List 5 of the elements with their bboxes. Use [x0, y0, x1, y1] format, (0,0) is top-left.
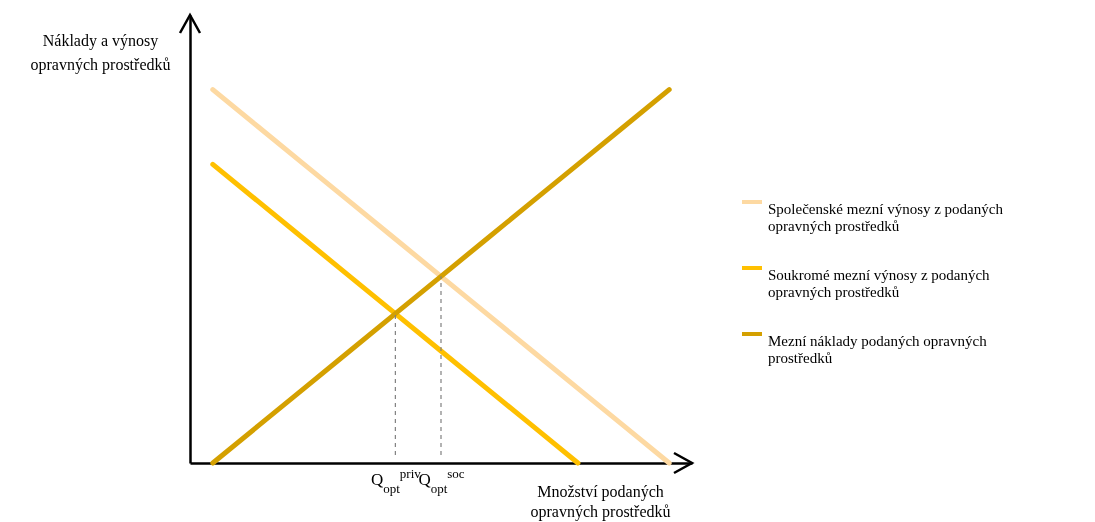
legend-label: Soukromé mezní výnosy z podaných opravných prostředků [768, 267, 991, 300]
legend-label: Mezní náklady podaných opravných prostředků [768, 333, 988, 366]
x-axis-title: Množství podaných opravných prostředků [530, 482, 671, 521]
legend-label: Společenské mezní výnosy z podaných opravných prostředků [768, 201, 1004, 234]
y-axis-title: Náklady a výnosy opravných prostředků [30, 31, 171, 74]
